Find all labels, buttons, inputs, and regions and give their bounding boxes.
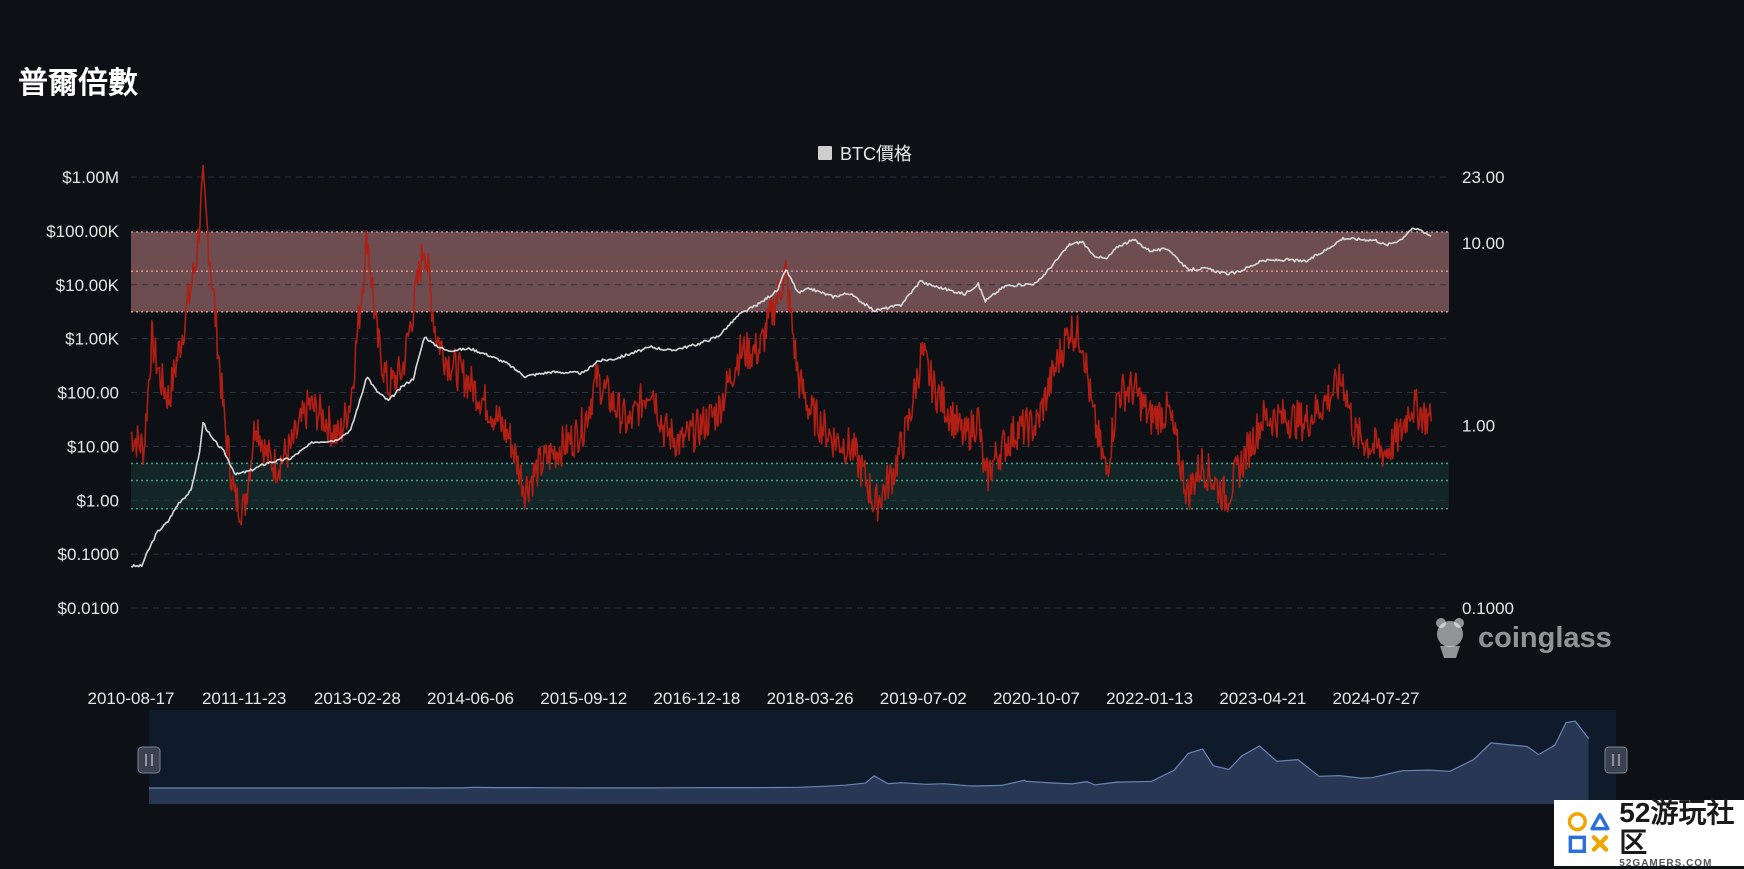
navigator-handle-left[interactable] [137, 746, 161, 774]
right-axis: 23.00 10.00 1.00 0.1000 [1462, 168, 1514, 618]
site-logo: 52游玩社区 52GAMERS.COM [1554, 796, 1744, 869]
left-tick-label: $0.1000 [58, 545, 119, 564]
right-tick-label: 0.1000 [1462, 599, 1514, 618]
watermark: coinglass [1430, 616, 1612, 660]
coinglass-logo-icon [1436, 618, 1464, 658]
x-tick-label: 2010-08-17 [88, 689, 175, 708]
logo-name: 52游玩社区 [1619, 796, 1735, 858]
bands-layer [131, 231, 1449, 510]
left-tick-label: $1.00M [62, 168, 119, 187]
x-tick-label: 2016-12-18 [653, 689, 740, 708]
zoom-navigator [137, 710, 1628, 804]
navigator-line [149, 720, 1590, 789]
series-btc-price [130, 227, 1432, 568]
handle-body [137, 746, 161, 774]
handle-body [1604, 746, 1628, 774]
legend-label: BTC價格 [840, 144, 912, 164]
left-tick-label: $10.00 [67, 437, 119, 456]
x-tick-label: 2014-06-06 [427, 689, 514, 708]
gamepad-symbols-icon [1567, 812, 1610, 854]
left-tick-label: $100.00 [58, 384, 119, 403]
chart-title: 普爾倍數 [18, 67, 138, 100]
left-axis: $1.00M $100.00K $10.00K $1.00K $100.00 $10.00… [46, 168, 119, 618]
series-layer [130, 164, 1432, 568]
left-tick-label: $0.0100 [58, 599, 119, 618]
watermark-text: coinglass [1478, 621, 1612, 654]
right-tick-label: 10.00 [1462, 234, 1505, 253]
left-tick-label: $1.00 [76, 491, 119, 510]
logo-subtitle: 52GAMERS.COM [1619, 857, 1713, 869]
left-tick-label: $1.00K [65, 330, 120, 349]
right-tick-label: 1.00 [1462, 417, 1495, 436]
legend-item-btc-price[interactable]: BTC價格 [818, 140, 912, 166]
left-tick-label: $100.00K [46, 222, 119, 241]
x-tick-label: 2018-03-26 [767, 689, 854, 708]
navigator-handle-right[interactable] [1604, 746, 1628, 774]
x-tick-label: 2022-01-13 [1106, 689, 1193, 708]
x-tick-label: 2020-10-07 [993, 689, 1080, 708]
navigator-area [149, 721, 1589, 804]
x-tick-label: 2019-07-02 [880, 689, 967, 708]
x-axis: 2010-08-17 2011-11-23 2013-02-28 2014-06-06… [88, 689, 1420, 708]
legend-swatch [818, 146, 832, 160]
x-tick-label: 2024-07-27 [1333, 689, 1420, 708]
x-tick-label: 2011-11-23 [202, 689, 286, 708]
x-tick-label: 2023-04-21 [1219, 689, 1306, 708]
band-undervalued [131, 463, 1449, 509]
x-tick-label: 2015-09-12 [540, 689, 627, 708]
right-tick-label: 23.00 [1462, 168, 1505, 187]
left-tick-label: $10.00K [56, 276, 120, 295]
x-tick-label: 2013-02-28 [314, 689, 401, 708]
series-puell-multiple [130, 164, 1432, 526]
